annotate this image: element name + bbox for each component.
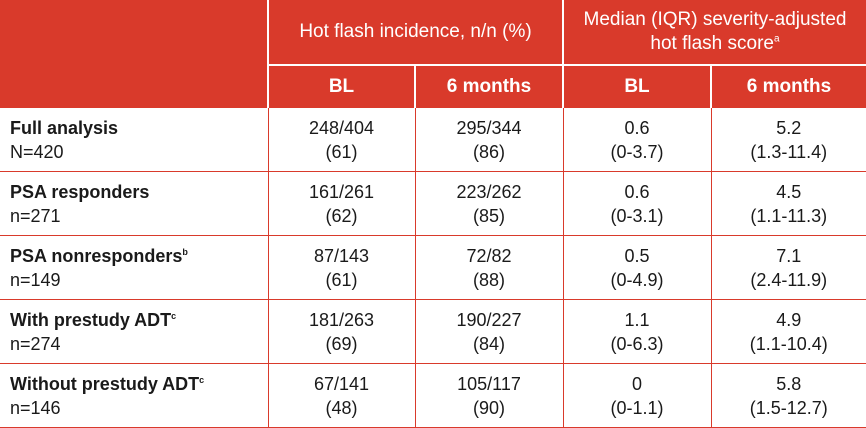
- cell-detail: (0-3.1): [610, 205, 664, 226]
- row-name-sup: b: [182, 246, 188, 257]
- cell-sev-6m: 4.9 (1.1-10.4): [710, 299, 866, 364]
- cell-value: 0.6: [624, 181, 650, 202]
- row-label: Full analysis N=420: [0, 108, 268, 172]
- cell-detail: (61): [325, 141, 358, 162]
- cell-inc-bl: 248/404 (61): [267, 108, 415, 172]
- cell-sev-bl: 0.6 (0-3.1): [562, 171, 711, 236]
- cell-inc-6m: 72/82 (88): [414, 235, 563, 300]
- table-row: PSA responders n=271 161/261 (62) 223/262 (85…: [0, 171, 866, 236]
- header-severity: Median (IQR) severity-adjusted hot flash…: [563, 0, 866, 65]
- subheader-severity-6m: 6 months: [711, 64, 866, 108]
- cell-detail: (1.3-11.4): [750, 141, 828, 162]
- cell-sev-6m: 5.8 (1.5-12.7): [710, 363, 866, 428]
- cell-sev-bl: 1.1 (0-6.3): [562, 299, 711, 364]
- header-severity-text: Median (IQR) severity-adjusted hot flash…: [583, 9, 847, 54]
- cell-value: 105/117: [457, 373, 521, 394]
- row-name-sup: c: [199, 374, 205, 385]
- row-name: PSA responders: [10, 181, 150, 202]
- subheader-severity-bl: BL: [563, 64, 712, 108]
- cell-detail: (48): [325, 397, 358, 418]
- cell-value: 4.5: [776, 181, 802, 202]
- cell-value: 72/82: [466, 245, 512, 266]
- table-row: With prestudy ADTc n=274 181/263 (69) 190/22…: [0, 299, 866, 364]
- cell-inc-6m: 190/227 (84): [414, 299, 563, 364]
- cell-detail: (2.4-11.9): [750, 269, 828, 290]
- row-label: PSA nonrespondersb n=149: [0, 235, 268, 300]
- cell-inc-bl: 87/143 (61): [267, 235, 415, 300]
- cell-sev-6m: 4.5 (1.1-11.3): [710, 171, 866, 236]
- cell-detail: (0-4.9): [610, 269, 664, 290]
- cell-detail: (69): [325, 333, 358, 354]
- cell-sev-bl: 0.6 (0-3.7): [562, 108, 711, 172]
- row-name: With prestudy ADT: [10, 309, 172, 330]
- cell-sev-6m: 5.2 (1.3-11.4): [710, 108, 866, 172]
- cell-inc-bl: 181/263 (69): [267, 299, 415, 364]
- table-row: Full analysis N=420 248/404 (61) 295/344 (86)…: [0, 108, 866, 172]
- cell-detail: (85): [472, 205, 505, 226]
- row-n: n=149: [10, 269, 61, 290]
- cell-sev-6m: 7.1 (2.4-11.9): [710, 235, 866, 300]
- row-label: Without prestudy ADTc n=146: [0, 363, 268, 428]
- cell-inc-6m: 295/344 (86): [414, 108, 563, 172]
- subheader-incidence-bl: BL: [268, 64, 416, 108]
- table-row: PSA nonrespondersb n=149 87/143 (61) 72/82 (8…: [0, 235, 866, 300]
- row-name-sup: c: [171, 310, 177, 321]
- cell-value: 4.9: [776, 309, 802, 330]
- cell-detail: (0-6.3): [610, 333, 664, 354]
- row-n: N=420: [10, 141, 64, 162]
- cell-sev-bl: 0.5 (0-4.9): [562, 235, 711, 300]
- cell-inc-6m: 105/117 (90): [414, 363, 563, 428]
- cell-value: 67/141: [313, 373, 370, 394]
- cell-sev-bl: 0 (0-1.1): [562, 363, 711, 428]
- cell-detail: (0-1.1): [610, 397, 664, 418]
- cell-detail: (1.1-10.4): [749, 333, 828, 354]
- table-row: Without prestudy ADTc n=146 67/141 (48) 105/…: [0, 363, 866, 428]
- row-n: n=274: [10, 333, 61, 354]
- row-label: With prestudy ADTc n=274: [0, 299, 268, 364]
- cell-value: 7.1: [776, 245, 802, 266]
- cell-value: 223/262: [456, 181, 522, 202]
- row-name: PSA nonresponders: [10, 245, 183, 266]
- header-incidence: Hot flash incidence, n/n (%): [268, 0, 564, 65]
- cell-detail: (88): [472, 269, 505, 290]
- cell-value: 295/344: [456, 117, 522, 138]
- cell-value: 5.2: [776, 117, 802, 138]
- cell-inc-bl: 161/261 (62): [267, 171, 415, 236]
- cell-value: 5.8: [776, 373, 802, 394]
- cell-detail: (86): [472, 141, 505, 162]
- cell-value: 181/263: [308, 309, 375, 330]
- cell-value: 0: [631, 373, 642, 394]
- cell-value: 1.1: [624, 309, 650, 330]
- cell-value: 248/404: [308, 117, 375, 138]
- cell-inc-6m: 223/262 (85): [414, 171, 563, 236]
- cell-inc-bl: 67/141 (48): [267, 363, 415, 428]
- cell-detail: (84): [472, 333, 505, 354]
- cell-detail: (1.5-12.7): [749, 397, 828, 418]
- subheader-incidence-6m: 6 months: [415, 64, 564, 108]
- cell-detail: (62): [325, 205, 358, 226]
- header-corner: [0, 0, 269, 108]
- row-label: PSA responders n=271: [0, 171, 268, 236]
- row-n: n=146: [10, 397, 61, 418]
- header-severity-sup: a: [774, 33, 780, 45]
- cell-detail: (0-3.7): [610, 141, 664, 162]
- cell-detail: (90): [472, 397, 505, 418]
- cell-detail: (1.1-11.3): [750, 205, 828, 226]
- cell-value: 161/261: [308, 181, 375, 202]
- cell-value: 87/143: [313, 245, 370, 266]
- row-n: n=271: [10, 205, 61, 226]
- cell-value: 0.6: [624, 117, 650, 138]
- row-name: Full analysis: [10, 117, 119, 138]
- cell-value: 190/227: [456, 309, 522, 330]
- row-name: Without prestudy ADT: [10, 373, 200, 394]
- cell-detail: (61): [325, 269, 358, 290]
- cell-value: 0.5: [624, 245, 650, 266]
